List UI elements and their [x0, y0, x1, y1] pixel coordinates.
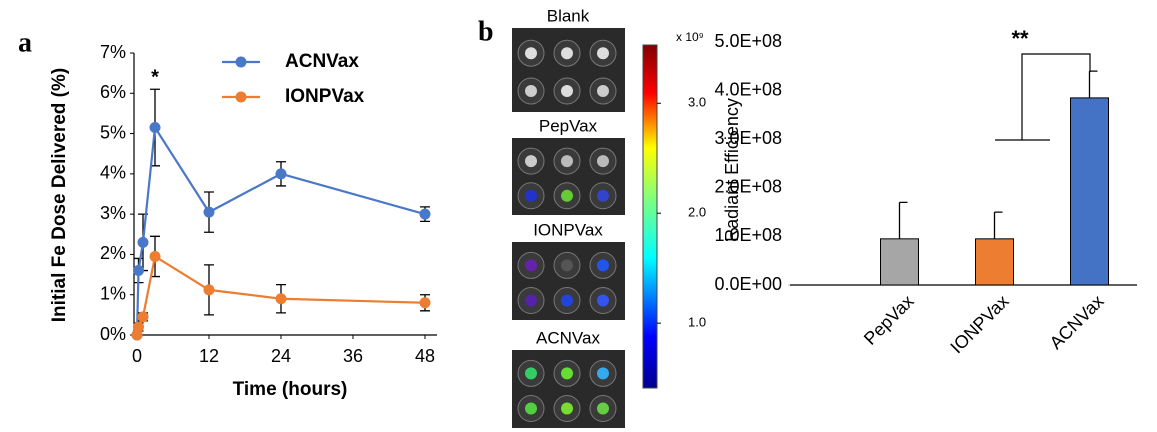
point	[420, 209, 431, 220]
y-tick-label: 3%	[100, 203, 126, 223]
legend-marker	[236, 57, 247, 68]
panel-label: b	[478, 16, 494, 47]
y-tick-label: 6%	[100, 82, 126, 102]
point	[420, 297, 431, 308]
image-label: PepVax	[539, 116, 598, 135]
signal	[525, 403, 537, 415]
x-tick-label: 36	[343, 346, 363, 366]
bar	[881, 239, 919, 285]
signal	[561, 155, 573, 167]
signal	[525, 190, 537, 202]
annotation: **	[1011, 26, 1029, 51]
panel-label: a	[18, 27, 32, 58]
x-axis-label: Time (hours)	[233, 379, 348, 400]
signal	[561, 259, 573, 271]
signal	[561, 403, 573, 415]
signal	[597, 47, 609, 59]
y-tick-label: 5%	[100, 122, 126, 142]
legend-marker	[236, 92, 247, 103]
x-tick-label: 12	[199, 346, 219, 366]
signal	[597, 367, 609, 379]
y-tick-label: 0%	[100, 324, 126, 344]
figure: a b x 10⁹ Blank PepVax IONPVax ACNVax 3.0 2.0…	[0, 0, 1157, 432]
image-label: Blank	[547, 6, 590, 25]
image-label: IONPVax	[533, 220, 603, 239]
point	[204, 207, 215, 218]
y-tick-label: 4%	[100, 163, 126, 183]
y-tick-label: 7%	[100, 42, 126, 62]
signal	[561, 85, 573, 97]
legend-label: IONPVax	[285, 86, 365, 107]
point	[138, 237, 149, 248]
x-tick-label: 0	[132, 346, 142, 366]
signal	[561, 190, 573, 202]
annotation: *	[151, 66, 159, 88]
point	[276, 168, 287, 179]
colorbar	[643, 45, 657, 388]
image-label: ACNVax	[536, 328, 600, 347]
point	[138, 311, 149, 322]
signal	[525, 155, 537, 167]
signal	[597, 295, 609, 307]
x-tick-label: ACNVax	[1046, 291, 1108, 353]
x-tick-label: 24	[271, 346, 291, 366]
signal	[525, 259, 537, 271]
signal	[525, 367, 537, 379]
signal	[597, 259, 609, 271]
colorbar-multiplier: x 10⁹	[676, 30, 704, 44]
error-bar	[900, 202, 908, 238]
colorbar-tick-label: 2.0	[688, 205, 706, 220]
bar	[976, 239, 1014, 285]
legend-label: ACNVax	[285, 51, 359, 72]
point	[133, 321, 144, 332]
y-tick-label: 4.0E+08	[714, 79, 782, 99]
signal	[597, 155, 609, 167]
signal	[561, 295, 573, 307]
error-bar	[995, 212, 1003, 239]
y-tick-label: 5.0E+08	[714, 31, 782, 51]
y-tick-label: 0.0E+00	[714, 274, 782, 294]
signal	[525, 85, 537, 97]
signal	[525, 47, 537, 59]
signal	[561, 367, 573, 379]
x-tick-label: 48	[415, 346, 435, 366]
point	[150, 122, 161, 133]
signal	[597, 190, 609, 202]
x-tick-label: PepVax	[860, 291, 918, 349]
error-bar	[1090, 71, 1098, 98]
y-axis-label: Initial Fe Dose Delivered (%)	[49, 68, 70, 322]
signal	[597, 85, 609, 97]
point	[204, 284, 215, 295]
signal	[597, 403, 609, 415]
colorbar-tick-label: 1.0	[688, 315, 706, 330]
signal	[525, 295, 537, 307]
signal	[561, 47, 573, 59]
point	[150, 251, 161, 262]
x-tick-label: IONPVax	[946, 291, 1012, 357]
point	[133, 265, 144, 276]
colorbar-tick-label: 3.0	[688, 95, 706, 110]
y-tick-label: 2%	[100, 243, 126, 263]
y-axis-label: Radiant Efficiency	[722, 98, 742, 242]
y-tick-label: 1%	[100, 283, 126, 303]
point	[276, 293, 287, 304]
bar	[1071, 98, 1109, 285]
